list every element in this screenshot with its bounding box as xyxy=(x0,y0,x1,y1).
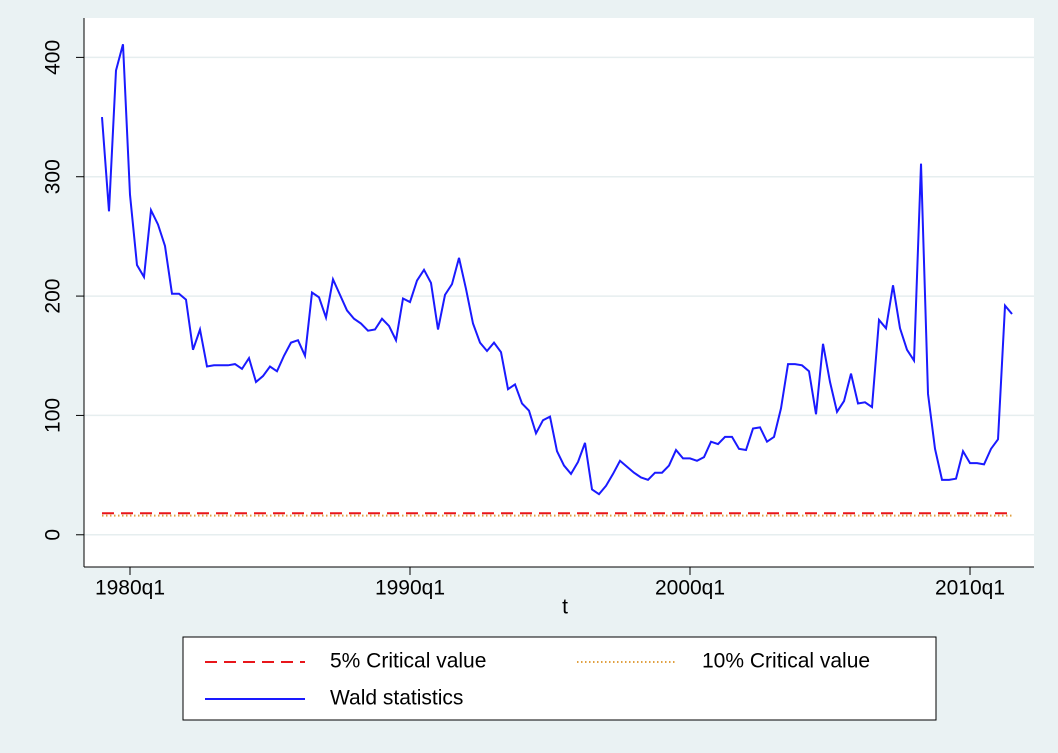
y-tick-label: 0 xyxy=(42,529,65,541)
x-axis-label: t xyxy=(562,596,568,619)
y-tick-label: 200 xyxy=(42,279,65,314)
x-tick-label: 2010q1 xyxy=(935,577,1005,600)
data-line xyxy=(100,43,1013,496)
x-tick-label: 1980q1 xyxy=(95,577,165,600)
legend-label: 5% Critical value xyxy=(330,650,486,673)
x-tick-label: 2000q1 xyxy=(655,577,725,600)
legend xyxy=(182,636,937,721)
y-tick-label: 100 xyxy=(42,398,65,433)
x-tick-label: 1990q1 xyxy=(375,577,445,600)
legend-label: Wald statistics xyxy=(330,687,463,710)
legend-label: 10% Critical value xyxy=(702,650,870,673)
y-tick-label: 400 xyxy=(42,40,65,75)
plot-area xyxy=(84,18,1034,567)
y-tick-label: 300 xyxy=(42,159,65,194)
